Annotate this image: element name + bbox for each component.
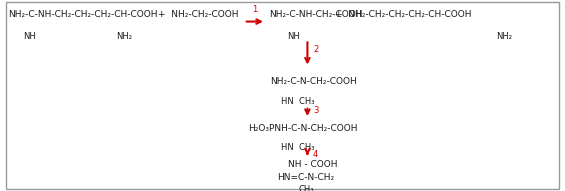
Text: NH₂: NH₂ [496,32,512,41]
Text: NH - COOH: NH - COOH [288,160,337,169]
Text: NH₂-C-NH-CH₂-CH₂-CH₂-CH-COOH: NH₂-C-NH-CH₂-CH₂-CH₂-CH-COOH [8,10,158,19]
Text: +  NH₂-CH₂-COOH: + NH₂-CH₂-COOH [158,10,238,19]
Text: NH: NH [23,32,36,41]
Text: H₂O₃PNH-C-N-CH₂-COOH: H₂O₃PNH-C-N-CH₂-COOH [248,124,358,133]
Text: CH₃: CH₃ [298,185,314,191]
Text: HN  CH₃: HN CH₃ [281,97,315,106]
Text: NH₂: NH₂ [116,32,132,41]
Text: NH: NH [287,32,299,41]
Text: 3: 3 [313,106,318,115]
Text: NH₂-C-N-CH₂-COOH: NH₂-C-N-CH₂-COOH [270,77,357,86]
Text: 2: 2 [313,45,318,54]
Text: 4: 4 [313,150,318,159]
Text: +  NH₂-CH₂-CH₂-CH₂-CH-COOH: + NH₂-CH₂-CH₂-CH₂-CH-COOH [335,10,472,19]
Text: HN  CH₃: HN CH₃ [281,143,315,152]
Text: HN=C-N-CH₂: HN=C-N-CH₂ [277,173,334,182]
Text: NH₂-C-NH-CH₂-COOH: NH₂-C-NH-CH₂-COOH [268,10,362,19]
Text: 1: 1 [252,5,258,14]
